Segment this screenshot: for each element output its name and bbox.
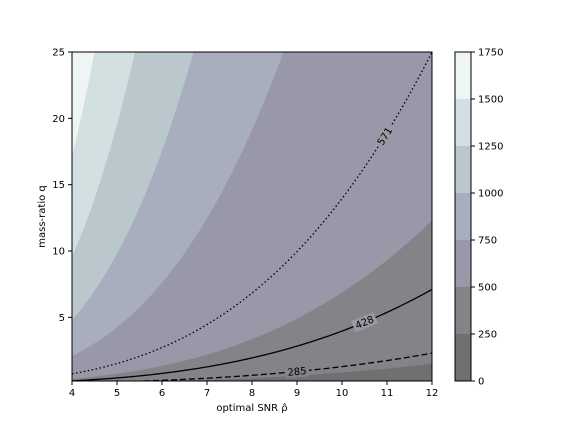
x-axis-label: optimal SNR ρ̂ xyxy=(216,402,287,414)
colorbar-tick-label: 250 xyxy=(478,330,497,341)
colorbar-band-0 xyxy=(455,334,471,381)
contour-band-0 xyxy=(72,363,432,381)
x-tick-label: 5 xyxy=(114,388,120,399)
filled-contour-regions xyxy=(72,52,432,381)
x-tick-label: 4 xyxy=(69,388,75,399)
x-tick-label: 10 xyxy=(336,388,349,399)
contour-label-bg-571 xyxy=(373,122,397,150)
contour-label-bg-285 xyxy=(284,364,310,379)
colorbar-tick-label: 750 xyxy=(478,236,497,247)
colorbar-band-4 xyxy=(455,146,471,193)
colorbar-tick-label: 1250 xyxy=(478,142,503,153)
colorbar-band-3 xyxy=(455,193,471,240)
colorbar-band-5 xyxy=(455,99,471,146)
y-tick-label: 25 xyxy=(52,48,65,59)
y-tick-label: 20 xyxy=(52,114,65,125)
x-tick-label: 6 xyxy=(159,388,165,399)
x-axis-ticks: 4 5 6 7 8 9 10 11 12 xyxy=(69,381,439,399)
colorbar-band-2 xyxy=(455,240,471,287)
colorbar-frame xyxy=(454,51,472,382)
y-tick-label: 10 xyxy=(52,246,65,257)
x-tick-label: 12 xyxy=(426,388,439,399)
colorbar-tick-label: 1500 xyxy=(478,95,503,106)
colorbar-ticks: 0 250 500 750 1000 1250 1500 1750 xyxy=(471,48,503,388)
colorbar-tick-label: 0 xyxy=(478,377,484,388)
colorbar-band-1 xyxy=(455,287,471,334)
x-tick-label: 9 xyxy=(294,388,300,399)
x-tick-label: 8 xyxy=(249,388,255,399)
colorbar xyxy=(455,52,471,381)
contour-label-285: 285 xyxy=(287,366,307,379)
colorbar-tick-label: 500 xyxy=(478,283,497,294)
contour-line-285 xyxy=(122,352,432,381)
y-tick-label: 5 xyxy=(59,313,65,324)
y-axis-label: mass-ratio q xyxy=(37,185,48,247)
x-tick-label: 11 xyxy=(381,388,394,399)
x-tick-label: 7 xyxy=(204,388,210,399)
contour-band-1 xyxy=(72,220,432,381)
colorbar-band-6 xyxy=(455,52,471,99)
colorbar-tick-label: 1000 xyxy=(478,189,503,200)
colorbar-tick-label: 1750 xyxy=(478,48,503,59)
y-axis-ticks: 5 10 15 20 25 xyxy=(52,48,72,324)
y-tick-label: 15 xyxy=(52,180,65,191)
contour-label-bg-428 xyxy=(351,312,378,333)
